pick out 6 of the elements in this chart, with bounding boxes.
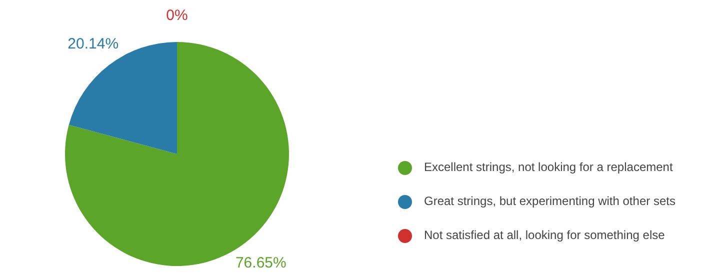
legend-label: Not satisfied at all, looking for something else bbox=[424, 228, 666, 242]
text: 0% bbox=[166, 6, 188, 24]
data-label: 20.14% bbox=[68, 35, 119, 52]
data-label: 76.65% bbox=[235, 254, 286, 272]
legend-label: Great strings, but experimenting with other sets bbox=[424, 194, 676, 208]
legend-label: Excellent strings, not looking for a replacement bbox=[424, 160, 674, 174]
